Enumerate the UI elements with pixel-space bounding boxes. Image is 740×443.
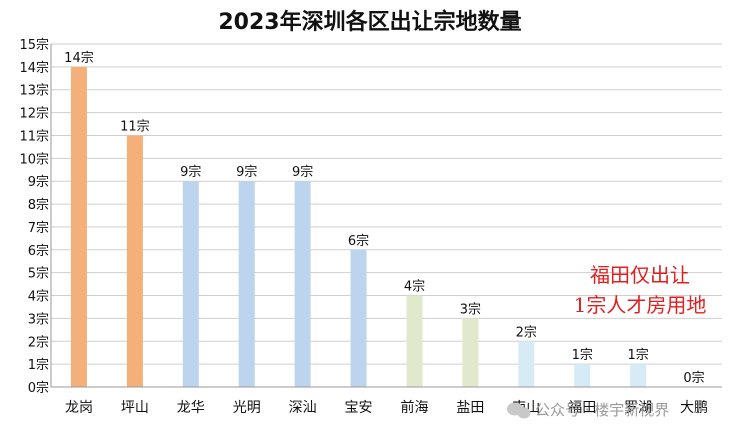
x-tick-label: 龙华 xyxy=(177,400,205,416)
bar xyxy=(406,295,423,387)
y-tick-label: 11宗 xyxy=(19,128,49,144)
bar xyxy=(462,318,479,387)
y-tick-label: 7宗 xyxy=(28,220,49,236)
grid-lines xyxy=(51,43,722,365)
x-tick-label: 光明 xyxy=(233,400,261,416)
annotation-line-1: 福田仅出让 xyxy=(590,263,690,287)
y-tick-label: 12宗 xyxy=(19,106,49,122)
y-tick-label: 15宗 xyxy=(19,37,49,53)
x-tick-label: 福田 xyxy=(568,400,596,416)
bar xyxy=(182,181,199,387)
annotation-line-2: 1宗人才房用地 xyxy=(574,293,707,317)
watermark-text: 公众号 · 楼宇新视界 xyxy=(535,401,669,419)
y-tick-label: 14宗 xyxy=(19,60,49,76)
y-tick-label: 6宗 xyxy=(28,243,49,259)
x-tick-label: 盐田 xyxy=(456,400,484,416)
watermark: 公众号 · 楼宇新视界 xyxy=(507,401,669,419)
bar xyxy=(70,66,87,387)
y-tick-label: 1宗 xyxy=(28,357,49,373)
x-tick-label: 罗湖 xyxy=(624,400,652,416)
bar xyxy=(630,364,647,387)
y-tick-label: 10宗 xyxy=(19,151,49,167)
x-tick-label: 坪山 xyxy=(121,400,149,416)
data-label: 11宗 xyxy=(120,118,150,134)
y-tick-label: 5宗 xyxy=(28,266,49,282)
x-tick-label: 龙岗 xyxy=(65,400,93,416)
x-tick-label: 前海 xyxy=(400,399,428,416)
y-tick-label: 0宗 xyxy=(28,380,49,396)
y-tick-label: 8宗 xyxy=(28,197,49,213)
data-label: 1宗 xyxy=(572,347,593,363)
data-label: 4宗 xyxy=(404,279,425,295)
y-axis: 0宗 1宗 2宗 3宗 4宗 5宗 6宗 7宗 8宗 9宗 10宗 11宗 12宗 13宗 14宗 15宗 xyxy=(19,37,49,396)
data-label: 9宗 xyxy=(236,164,257,180)
chart-title: 2023年深圳各区出让宗地数量 xyxy=(218,9,521,35)
y-tick-label: 3宗 xyxy=(28,311,49,327)
data-label: 2宗 xyxy=(516,324,537,340)
data-label: 3宗 xyxy=(460,301,481,317)
y-tick-label: 4宗 xyxy=(28,289,49,305)
data-label: 9宗 xyxy=(180,164,201,180)
bar xyxy=(350,249,367,387)
bar-series xyxy=(70,66,647,387)
data-label: 6宗 xyxy=(348,233,369,249)
bar xyxy=(238,181,255,387)
y-tick-label: 13宗 xyxy=(19,83,49,99)
y-tick-label: 9宗 xyxy=(28,174,49,190)
bar xyxy=(574,364,591,387)
x-tick-label: 深汕 xyxy=(289,400,317,416)
bar xyxy=(126,135,143,387)
bar xyxy=(518,341,535,387)
y-tick-label: 2宗 xyxy=(28,334,49,350)
data-label: 14宗 xyxy=(64,50,94,66)
data-labels: 14宗 11宗 9宗 9宗 9宗 6宗 4宗 3宗 2宗 1宗 1宗 0宗 xyxy=(64,50,704,386)
data-label: 9宗 xyxy=(292,164,313,180)
data-label: 0宗 xyxy=(683,370,704,386)
wechat-icon xyxy=(507,402,531,419)
x-tick-label: 宝安 xyxy=(345,400,373,416)
data-label: 1宗 xyxy=(627,347,648,363)
bar xyxy=(294,181,311,387)
x-tick-label: 大鹏 xyxy=(680,400,708,416)
